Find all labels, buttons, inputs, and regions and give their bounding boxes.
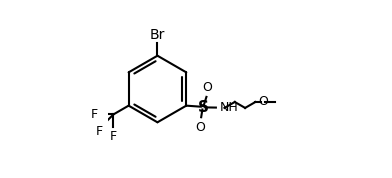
Text: F: F xyxy=(91,108,98,121)
Text: Br: Br xyxy=(150,28,165,42)
Text: S: S xyxy=(198,100,209,115)
Text: F: F xyxy=(95,125,103,138)
Text: O: O xyxy=(202,81,212,94)
Text: O: O xyxy=(195,121,205,134)
Text: F: F xyxy=(110,130,117,143)
Text: O: O xyxy=(258,95,268,108)
Text: NH: NH xyxy=(220,101,238,114)
